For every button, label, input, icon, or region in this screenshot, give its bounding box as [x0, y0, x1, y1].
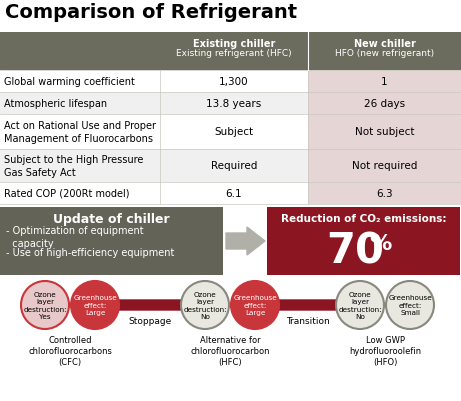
Bar [160, 182, 308, 205]
Bar [308, 182, 461, 205]
Text: Subject to the High Pressure
Gas Safety Act: Subject to the High Pressure Gas Safety … [4, 155, 143, 178]
Text: - Use of high-efficiency equipment: - Use of high-efficiency equipment [6, 247, 174, 257]
Text: 13.8 years: 13.8 years [207, 99, 262, 109]
Text: 1,300: 1,300 [219, 77, 249, 87]
Text: HFO (new refrigerant): HFO (new refrigerant) [335, 49, 434, 58]
Text: Controlled
chlorofluorocarbons
(CFC): Controlled chlorofluorocarbons (CFC) [28, 335, 112, 366]
Text: Reduction of CO₂ emissions:: Reduction of CO₂ emissions: [281, 213, 446, 223]
Bar [0, 115, 160, 150]
Circle shape [181, 281, 229, 329]
Text: Not required: Not required [352, 161, 417, 171]
Bar [308, 115, 461, 150]
Text: Global warming coefficient: Global warming coefficient [4, 77, 135, 87]
Bar [0, 207, 223, 275]
Text: Low GWP
hydrofluoroolefin
(HFO): Low GWP hydrofluoroolefin (HFO) [349, 335, 421, 366]
Text: Not subject: Not subject [355, 127, 414, 137]
Bar [308, 71, 461, 93]
Text: Required: Required [211, 161, 257, 171]
Text: Transition: Transition [286, 316, 329, 325]
Circle shape [71, 281, 119, 329]
Circle shape [386, 281, 434, 329]
Text: Greenhouse
effect:
Large: Greenhouse effect: Large [73, 295, 117, 316]
Polygon shape [97, 296, 203, 314]
Text: Update of chiller: Update of chiller [53, 213, 170, 225]
Bar [0, 182, 160, 205]
Bar [308, 150, 461, 182]
Bar [0, 93, 160, 115]
Text: Rated COP (200Rt model): Rated COP (200Rt model) [4, 188, 130, 198]
Bar [267, 207, 460, 275]
Bar [0, 33, 461, 71]
Circle shape [336, 281, 384, 329]
Bar [308, 93, 461, 115]
Text: 1: 1 [381, 77, 388, 87]
Text: Existing refrigerant (HFC): Existing refrigerant (HFC) [176, 49, 292, 58]
Polygon shape [257, 296, 358, 314]
Bar [160, 71, 308, 93]
Text: Act on Rational Use and Proper
Management of Fluorocarbons: Act on Rational Use and Proper Managemen… [4, 121, 156, 144]
Text: 6.1: 6.1 [226, 188, 242, 198]
Text: Subject: Subject [214, 127, 254, 137]
Text: 26 days: 26 days [364, 99, 405, 109]
Bar [0, 71, 160, 93]
Circle shape [231, 281, 279, 329]
Text: Ozone
layer
destruction:
No: Ozone layer destruction: No [183, 291, 227, 320]
Text: - Optimization of equipment
  capacity: - Optimization of equipment capacity [6, 225, 144, 249]
Bar [160, 115, 308, 150]
Text: Stoppage: Stoppage [128, 316, 171, 325]
Text: 70: 70 [326, 229, 384, 271]
Text: Alternative for
chlorofluorocarbon
(HFC): Alternative for chlorofluorocarbon (HFC) [190, 335, 270, 366]
Text: Ozone
layer
destruction:
No: Ozone layer destruction: No [338, 291, 382, 320]
Text: Comparison of Refrigerant: Comparison of Refrigerant [5, 3, 297, 22]
Circle shape [21, 281, 69, 329]
Text: Greenhouse
effect:
Small: Greenhouse effect: Small [388, 295, 432, 316]
Text: Ozone
layer
destruction:
Yes: Ozone layer destruction: Yes [23, 291, 67, 320]
Text: 6.3: 6.3 [376, 188, 393, 198]
Text: Greenhouse
effect:
Large: Greenhouse effect: Large [233, 295, 277, 316]
Bar [160, 93, 308, 115]
Bar [0, 150, 160, 182]
Bar [160, 150, 308, 182]
Text: Existing chiller: Existing chiller [193, 39, 275, 49]
Text: Atmospheric lifespan: Atmospheric lifespan [4, 99, 107, 109]
Text: %: % [369, 233, 392, 253]
Polygon shape [226, 227, 265, 255]
Text: New chiller: New chiller [354, 39, 415, 49]
